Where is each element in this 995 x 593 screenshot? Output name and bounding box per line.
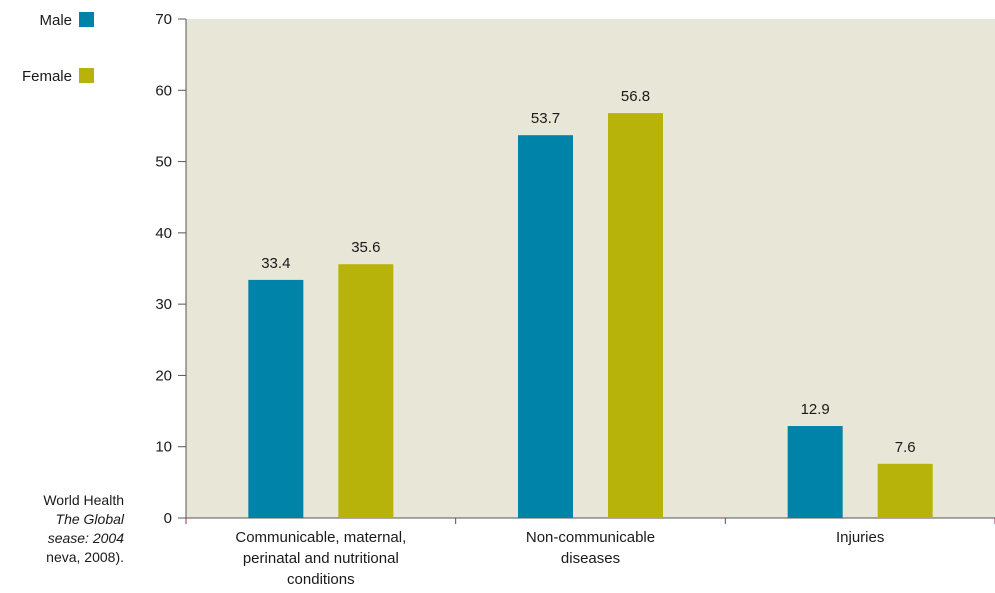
y-tick-label: 20 [155,367,172,384]
x-category-label: diseases [561,550,620,567]
bar-male-2 [518,135,573,518]
data-label: 7.6 [895,439,916,456]
bar-female-3 [877,463,933,518]
data-label: 35.6 [351,239,380,256]
y-tick-label: 10 [155,439,172,456]
source-note-line: The Global [56,511,125,527]
x-category-label: Non-communicable [526,529,655,546]
legend-swatch-male [79,12,94,27]
y-tick-label: 40 [155,225,172,242]
y-tick-label: 0 [164,510,172,527]
source-note-line: sease: 2004 [48,530,124,546]
legend-swatch-female [79,68,94,83]
x-category-label: conditions [287,571,355,588]
data-label: 33.4 [261,255,290,272]
y-tick-label: 50 [155,154,172,171]
x-category-label: perinatal and nutritional [243,550,399,567]
data-label: 56.8 [621,88,650,105]
y-tick-label: 70 [155,11,172,28]
data-label: 53.7 [531,110,560,127]
y-tick-label: 30 [155,296,172,313]
bar-male-3 [787,426,843,518]
x-category-label: Communicable, maternal, [235,529,406,546]
plot-area [186,19,995,518]
legend-label-male: Male [39,12,72,29]
data-label: 12.9 [801,401,830,418]
bar-female-2 [608,113,663,519]
source-note-line: neva, 2008). [46,549,124,565]
x-category-label: Injuries [836,529,884,546]
bar-female-1 [338,264,394,518]
source-note-line: World Health [43,492,124,508]
y-tick-label: 60 [155,82,172,99]
legend-label-female: Female [22,68,72,85]
bar-male-1 [248,279,304,518]
